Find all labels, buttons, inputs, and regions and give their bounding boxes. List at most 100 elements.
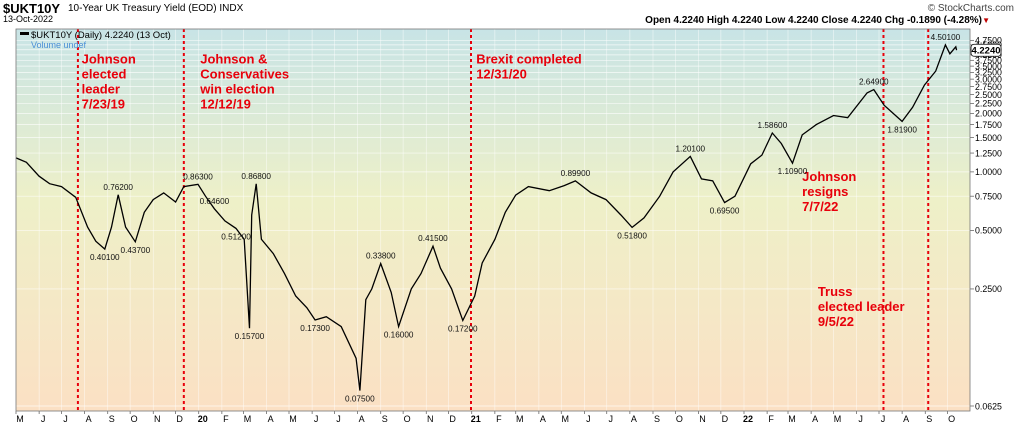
- y-tick-label: 3.7500: [975, 56, 1002, 66]
- value-label: 4.50100: [931, 33, 961, 42]
- y-tick-label: 1.5000: [975, 133, 1002, 143]
- x-tick-label: M: [561, 414, 569, 424]
- plot-frame: [15, 28, 971, 412]
- x-tick-label: S: [109, 414, 115, 424]
- event-annotation: 9/5/22: [818, 314, 854, 329]
- x-tick-label: S: [926, 414, 932, 424]
- y-tick-label: 1.2500: [975, 148, 1002, 158]
- value-label: 0.41500: [418, 234, 448, 243]
- event-annotation: Johnson: [82, 52, 136, 67]
- x-axis: M J J A S O N D 20 F M A M J J A S O N D 21 F M A M J J A S O N D 22 F M A M…: [15, 411, 955, 424]
- event-annotation: leader: [82, 82, 120, 97]
- x-tick-label: F: [223, 414, 229, 424]
- x-tick-label: F: [496, 414, 502, 424]
- y-tick-label: 2.2500: [975, 99, 1002, 109]
- value-label: 0.76200: [103, 183, 133, 192]
- x-tick-label: J: [336, 414, 341, 424]
- x-tick-label: A: [540, 414, 546, 424]
- x-tick-label: A: [359, 414, 365, 424]
- y-tick-label: 3.5000: [975, 61, 1002, 71]
- event-annotation: Johnson: [802, 169, 856, 184]
- x-tick-label: J: [41, 414, 46, 424]
- value-label: 0.16000: [384, 331, 414, 340]
- y-tick-label: 0.0625: [975, 401, 1002, 411]
- x-tick-label: N: [154, 414, 161, 424]
- value-label: 0.64600: [200, 197, 230, 206]
- x-tick-label: A: [268, 414, 274, 424]
- value-label: 0.86800: [241, 172, 271, 181]
- down-arrow-icon: ▼: [982, 16, 990, 25]
- x-tick-label: O: [404, 414, 411, 424]
- value-label: 1.10900: [778, 167, 808, 176]
- x-tick-label: D: [722, 414, 729, 424]
- event-annotation: Conservatives: [200, 67, 289, 82]
- event-annotation: Brexit completed: [476, 52, 582, 67]
- x-tick-label: M: [788, 414, 796, 424]
- x-tick-label: N: [699, 414, 706, 424]
- x-tick-label: A: [903, 414, 909, 424]
- legend-series-label: $UKT10Y (Daily) 4.2240 (13 Oct): [31, 30, 171, 41]
- value-label: 0.33800: [366, 251, 396, 260]
- y-tick-label: 0.2500: [975, 284, 1002, 294]
- x-tick-label: M: [516, 414, 524, 424]
- x-tick-label: J: [586, 414, 591, 424]
- legend-volume-label: Volume undef: [31, 40, 87, 50]
- x-tick-label: M: [834, 414, 842, 424]
- y-tick-label: 4.7500: [975, 36, 1002, 46]
- event-annotation: win election: [199, 82, 274, 97]
- event-annotation: resigns: [802, 184, 848, 199]
- x-tick-label: O: [676, 414, 683, 424]
- x-tick-label: M: [289, 414, 297, 424]
- x-tick-label: O: [948, 414, 955, 424]
- y-axis: 4.75004.50004.25004.00003.75003.50003.25…: [970, 36, 1002, 411]
- x-tick-label: 21: [471, 414, 481, 424]
- event-annotation: Johnson &: [200, 52, 267, 67]
- y-tick-label: 2.0000: [975, 109, 1002, 119]
- y-tick-label: 1.0000: [975, 167, 1002, 177]
- index-tag: INDX: [219, 3, 244, 14]
- legend-swatch: [20, 32, 29, 35]
- x-tick-label: D: [176, 414, 183, 424]
- last-value-text: 4.2240: [971, 46, 1000, 57]
- x-tick-label: O: [131, 414, 138, 424]
- event-annotation: elected: [82, 67, 127, 82]
- value-label: 1.20100: [675, 144, 705, 153]
- y-tick-label: 3.0000: [975, 74, 1002, 84]
- value-label: 0.15700: [235, 332, 265, 341]
- value-label: 0.69500: [710, 207, 740, 216]
- y-tick-label: 2.7500: [975, 82, 1002, 92]
- value-label: 0.43700: [121, 246, 151, 255]
- value-label: 0.17300: [300, 324, 330, 333]
- x-tick-label: N: [427, 414, 434, 424]
- chart-description: 10-Year UK Treasury Yield (EOD) INDX: [68, 3, 243, 14]
- x-tick-label: D: [449, 414, 456, 424]
- value-label: 0.86300: [183, 172, 213, 181]
- y-tick-label: 3.2500: [975, 68, 1002, 78]
- value-label: 0.89900: [561, 169, 591, 178]
- chart-date: 13-Oct-2022: [3, 14, 54, 24]
- ohlc-readout: Open 4.2240 High 4.2240 Low 4.2240 Close…: [645, 15, 982, 26]
- event-annotation: Truss: [818, 284, 853, 299]
- y-tick-label: 0.5000: [975, 226, 1002, 236]
- x-tick-label: M: [16, 414, 24, 424]
- value-label: 0.07500: [345, 395, 375, 404]
- x-tick-label: 22: [743, 414, 753, 424]
- event-annotation: elected leader: [818, 299, 905, 314]
- y-tick-label: 0.7500: [975, 191, 1002, 201]
- yield-series-line[interactable]: [15, 43, 958, 391]
- event-annotation: 12/12/19: [200, 97, 251, 112]
- source-credit[interactable]: © StockCharts.com: [927, 3, 1014, 14]
- chart-legend: $UKT10Y (Daily) 4.2240 (13 Oct) Volume u…: [20, 30, 171, 50]
- value-label: 0.51200: [221, 232, 251, 241]
- y-tick-label: 2.5000: [975, 90, 1002, 100]
- x-tick-label: J: [314, 414, 319, 424]
- value-label: 0.51800: [617, 231, 647, 240]
- y-tick-label: 1.7500: [975, 120, 1002, 130]
- chart-ticker: $UKT10Y: [3, 1, 61, 16]
- value-label: 2.64900: [859, 78, 889, 87]
- x-tick-label: F: [768, 414, 774, 424]
- x-tick-label: M: [244, 414, 252, 424]
- event-annotation: 7/7/22: [802, 199, 838, 214]
